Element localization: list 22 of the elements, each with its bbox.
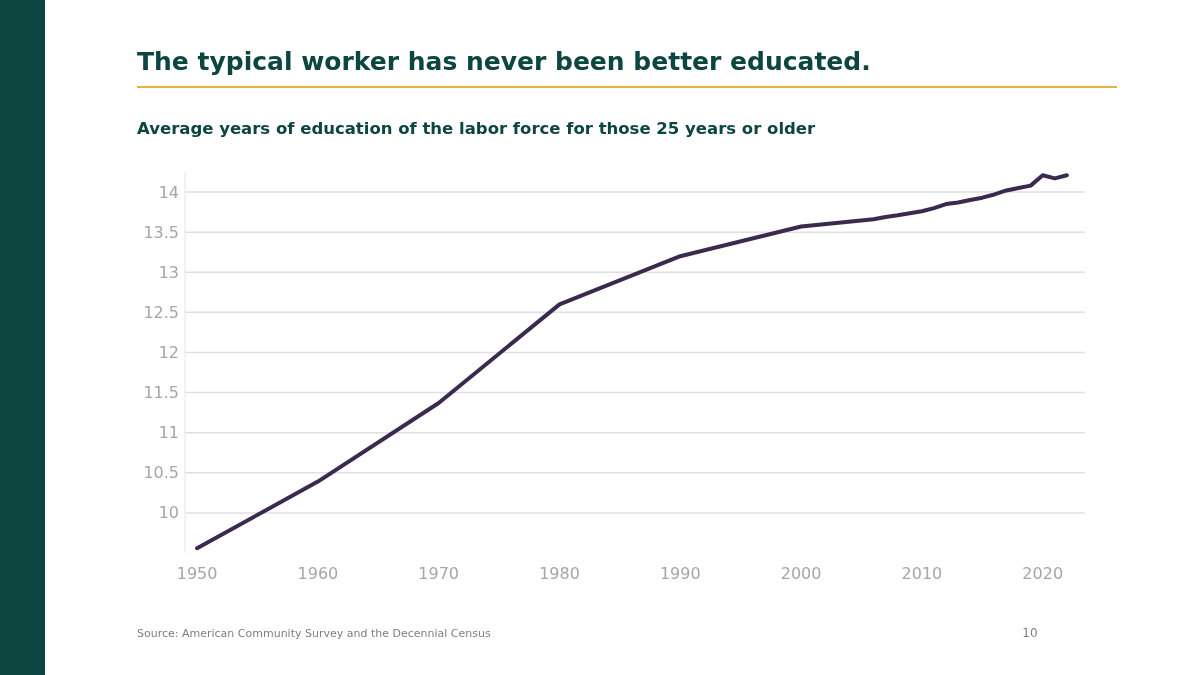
y-tick-label: 12 <box>158 343 179 363</box>
y-tick-label: 11 <box>158 423 179 443</box>
x-tick-label: 1960 <box>297 564 339 583</box>
x-tick-label: 1980 <box>539 564 580 583</box>
y-tick-label: 13.5 <box>143 222 179 242</box>
text: 10 <box>1022 626 1038 640</box>
x-tick-label: 1950 <box>176 564 218 583</box>
y-tick-label: 10.5 <box>143 463 179 483</box>
y-tick-label: 12.5 <box>143 302 179 322</box>
y-tick-label: 11.5 <box>143 383 179 403</box>
x-tick-label: 2020 <box>1022 564 1064 583</box>
source-note: Source: American Community Survey and the Decennial Census <box>137 627 491 640</box>
x-tick-label: 2000 <box>780 564 822 583</box>
x-tick-label: 1990 <box>659 564 701 583</box>
x-tick-label: 1970 <box>418 564 460 583</box>
chart-title: The typical worker has never been better educated. <box>137 47 871 76</box>
chart-subtitle: Average years of education of the labor force for those 25 years or older <box>137 119 817 138</box>
line-series <box>195 173 1069 551</box>
y-tick-label: 13 <box>158 262 179 282</box>
x-tick-label: 2010 <box>901 564 943 583</box>
y-tick-label: 10 <box>158 503 179 523</box>
y-tick-label: 14 <box>158 182 179 202</box>
